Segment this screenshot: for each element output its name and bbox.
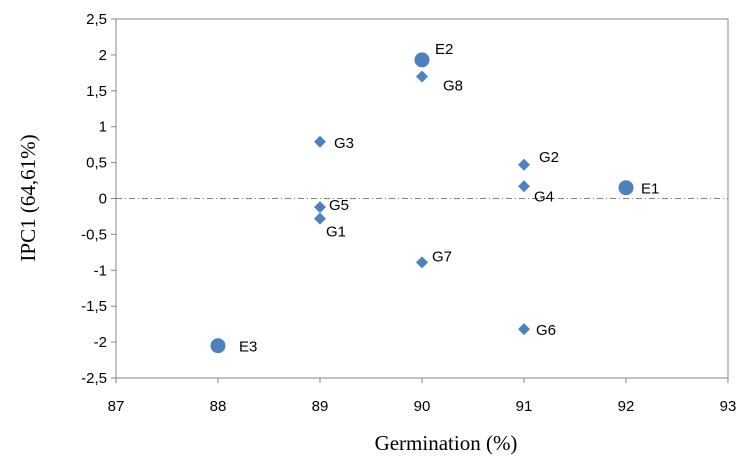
data-point-g6 [518, 323, 530, 336]
point-label-e3: E3 [239, 339, 257, 356]
point-label-g5: G5 [329, 197, 349, 214]
y-tick-label: 0 [99, 191, 107, 208]
data-point-g2 [518, 158, 530, 171]
y-axis-title: IPC1 (64,61%) [16, 134, 40, 261]
data-point-e3 [210, 338, 226, 354]
x-tick-label: 91 [516, 398, 533, 415]
data-point-e1 [618, 180, 634, 196]
data-point-g5 [314, 201, 326, 214]
point-label-g4: G4 [534, 188, 554, 205]
y-tick-label: -2 [94, 334, 107, 351]
x-tick-label: 88 [210, 398, 227, 415]
y-tick-label: 1 [99, 119, 107, 136]
point-label-g6: G6 [536, 322, 556, 339]
point-label-g8: G8 [443, 77, 463, 94]
data-point-g3 [314, 135, 326, 148]
point-label-g7: G7 [432, 248, 452, 265]
y-tick-label: 0,5 [86, 155, 107, 172]
y-tick-label: -1 [94, 262, 107, 279]
x-axis-title: Germination (%) [375, 431, 518, 455]
x-tick-label: 87 [108, 398, 125, 415]
data-point-g1 [314, 212, 326, 225]
y-tick-label: 2,5 [86, 11, 107, 28]
point-label-g2: G2 [539, 149, 559, 166]
data-point-g4 [518, 180, 530, 193]
x-tick-label: 89 [312, 398, 329, 415]
x-tick-label: 93 [720, 398, 737, 415]
y-tick-label: -1,5 [81, 298, 107, 315]
y-tick-label: -0,5 [81, 226, 107, 243]
data-point-g7 [416, 256, 428, 269]
point-label-g3: G3 [334, 135, 354, 152]
point-label-g1: G1 [326, 224, 346, 241]
data-point-e2 [414, 52, 430, 68]
x-tick-label: 92 [618, 398, 635, 415]
y-tick-label: 1,5 [86, 83, 107, 100]
marks-layer [210, 52, 634, 354]
y-tick-label: 2 [99, 47, 107, 64]
x-tick-label: 90 [414, 398, 431, 415]
axes-layer: 2,5 2 1,5 1 0,5 0 -0,5 -1 -1,5 -2 -2,587 88 89 90 91 92… [81, 11, 736, 415]
labels-layer: E1 E2 E3 G1 G2 G3 G4 G5 G6 G7 G8 [239, 41, 659, 356]
data-point-g8 [416, 70, 428, 83]
y-tick-label: -2,5 [81, 370, 107, 387]
point-label-e1: E1 [641, 181, 659, 198]
point-label-e2: E2 [435, 41, 453, 58]
